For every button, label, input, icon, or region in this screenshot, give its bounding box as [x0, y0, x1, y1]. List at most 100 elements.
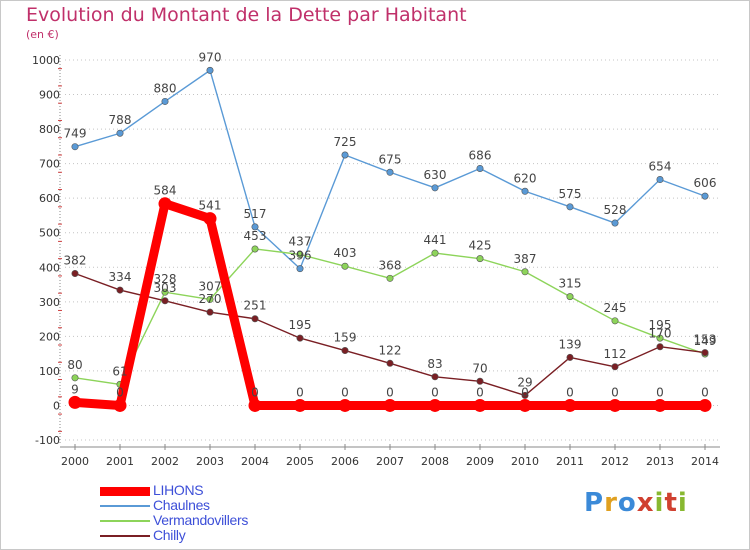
y-tick-label: 700 [39, 158, 60, 171]
data-point-vermandovillers [206, 295, 214, 303]
data-label-vermandovillers: 441 [424, 233, 447, 247]
data-label-chaulnes: 749 [64, 127, 87, 141]
data-point-vermandovillers [476, 255, 484, 263]
data-label-lihons: 0 [251, 385, 259, 399]
x-tick-label: 2011 [556, 455, 584, 468]
y-tick-label: 400 [39, 261, 60, 274]
data-label-vermandovillers: 61 [112, 364, 127, 378]
x-tick-label: 2009 [466, 455, 494, 468]
legend-swatch [100, 486, 150, 496]
chart-subtitle: (en €) [26, 28, 59, 41]
y-tick-label: 600 [39, 192, 60, 205]
x-tick-label: 2002 [151, 455, 179, 468]
data-point-chilly [701, 349, 709, 357]
data-point-chaulnes [206, 66, 214, 74]
data-point-lihons [338, 398, 352, 412]
data-label-chilly: 270 [199, 292, 222, 306]
data-point-chaulnes [701, 192, 709, 200]
data-point-chilly [431, 373, 439, 381]
legend-label: Chilly [153, 527, 186, 543]
data-label-lihons: 0 [656, 385, 664, 399]
x-tick-label: 2001 [106, 455, 134, 468]
y-tick-label: 100 [39, 365, 60, 378]
data-point-lihons [698, 398, 712, 412]
data-point-lihons [68, 395, 82, 409]
data-point-chilly [71, 269, 79, 277]
y-tick-label: 1000 [32, 54, 60, 67]
data-label-vermandovillers: 315 [559, 277, 582, 291]
data-point-vermandovillers [386, 274, 394, 282]
legend-swatch [100, 520, 150, 522]
y-tick-label: 200 [39, 330, 60, 343]
data-point-lihons [653, 398, 667, 412]
data-label-vermandovillers: 80 [67, 358, 82, 372]
data-label-chaulnes: 654 [649, 160, 672, 174]
data-point-lihons [383, 398, 397, 412]
x-tick-label: 2006 [331, 455, 359, 468]
data-point-lihons [113, 398, 127, 412]
data-label-chaulnes: 880 [154, 81, 177, 95]
x-tick-label: 2005 [286, 455, 314, 468]
data-point-chaulnes [341, 151, 349, 159]
data-point-chilly [206, 308, 214, 316]
data-point-chilly [521, 391, 529, 399]
data-label-vermandovillers: 328 [154, 272, 177, 286]
x-tick-label: 2010 [511, 455, 539, 468]
data-label-chilly: 83 [427, 357, 442, 371]
data-point-chilly [251, 315, 259, 323]
data-label-chilly: 122 [379, 343, 402, 357]
data-point-vermandovillers [521, 268, 529, 276]
legend-swatch [100, 535, 150, 537]
data-point-lihons [203, 212, 217, 226]
data-point-lihons [608, 398, 622, 412]
data-point-chaulnes [566, 203, 574, 211]
data-label-chaulnes: 528 [604, 203, 627, 217]
data-point-chilly [116, 286, 124, 294]
data-point-lihons [518, 398, 532, 412]
y-tick-label: 800 [39, 123, 60, 136]
data-label-chilly: 70 [472, 361, 487, 375]
data-point-chaulnes [71, 143, 79, 151]
data-label-lihons: 0 [116, 385, 124, 399]
y-tick-label: 300 [39, 296, 60, 309]
x-tick-label: 2008 [421, 455, 449, 468]
data-point-vermandovillers [161, 288, 169, 296]
data-point-chaulnes [116, 129, 124, 137]
data-point-chilly [296, 334, 304, 342]
data-point-lihons [293, 398, 307, 412]
data-label-chilly: 382 [64, 253, 87, 267]
proxiti-logo: Proxiti [584, 488, 688, 518]
data-point-vermandovillers [611, 317, 619, 325]
x-tick-label: 2004 [241, 455, 269, 468]
data-label-chaulnes: 606 [694, 176, 717, 190]
data-label-layer: 9 0 584 541 0 0 0 0 0 0 0 0 0 0 0 749 788 880 970 517 396 725… [64, 50, 717, 399]
data-label-chilly: 195 [289, 318, 312, 332]
data-point-chaulnes [386, 168, 394, 176]
data-label-lihons: 9 [71, 382, 79, 396]
legend-swatch [100, 505, 150, 507]
data-label-chaulnes: 675 [379, 152, 402, 166]
data-label-chaulnes: 788 [109, 113, 132, 127]
data-point-chilly [341, 347, 349, 355]
y-tick-label: 900 [39, 89, 60, 102]
data-label-vermandovillers: 403 [334, 246, 357, 260]
chart-title: Evolution du Montant de la Dette par Hab… [26, 4, 467, 26]
data-point-chaulnes [476, 164, 484, 172]
x-tick-label: 2003 [196, 455, 224, 468]
data-point-chaulnes [161, 97, 169, 105]
grid-layer [65, 59, 720, 441]
data-point-vermandovillers [656, 334, 664, 342]
data-point-chaulnes [611, 219, 619, 227]
x-tick-label: 2012 [601, 455, 629, 468]
series-layer [68, 66, 712, 412]
data-label-chaulnes: 396 [289, 249, 312, 263]
data-label-chaulnes: 686 [469, 148, 492, 162]
data-point-chilly [611, 363, 619, 371]
data-label-vermandovillers: 437 [289, 234, 312, 248]
data-point-chilly [566, 353, 574, 361]
data-label-vermandovillers: 245 [604, 301, 627, 315]
data-label-vermandovillers: 149 [694, 334, 717, 348]
data-point-vermandovillers [251, 245, 259, 253]
data-label-vermandovillers: 453 [244, 229, 267, 243]
